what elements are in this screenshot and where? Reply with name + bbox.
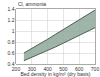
svg-text:500: 500 bbox=[59, 66, 68, 72]
svg-text:300: 300 bbox=[28, 66, 37, 72]
svg-text:1.2: 1.2 bbox=[8, 17, 15, 23]
svg-text:600: 600 bbox=[75, 66, 84, 72]
svg-text:200: 200 bbox=[12, 66, 21, 72]
svg-text:Cl, ammonia: Cl, ammonia bbox=[18, 1, 46, 7]
svg-text:1: 1 bbox=[12, 28, 15, 34]
svg-text:0.4: 0.4 bbox=[8, 61, 15, 67]
svg-text:Bed density in kg/m³ (dry basi: Bed density in kg/m³ (dry basis) bbox=[20, 71, 90, 77]
svg-text:0.6: 0.6 bbox=[8, 50, 15, 56]
svg-text:1.4: 1.4 bbox=[8, 6, 15, 12]
svg-text:400: 400 bbox=[43, 66, 52, 72]
svg-text:0.8: 0.8 bbox=[8, 39, 15, 45]
svg-text:700: 700 bbox=[91, 66, 100, 72]
